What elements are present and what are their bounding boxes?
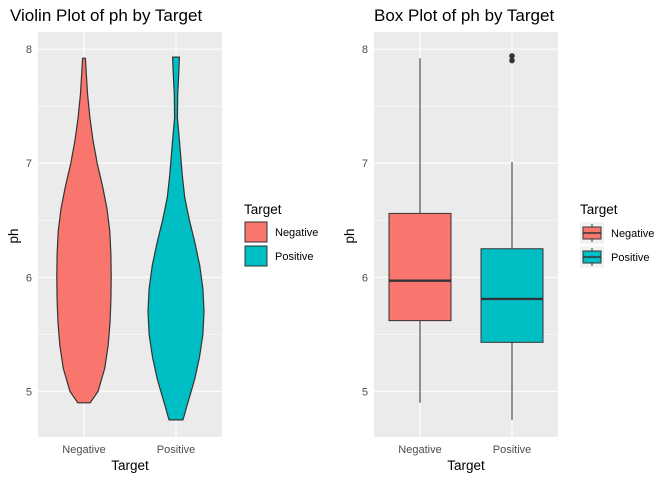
violin-positive	[147, 56, 205, 421]
box-y-axis-title: ph	[342, 228, 357, 243]
violin-chart-title: Violin Plot of ph by Target	[10, 6, 202, 25]
legend-label-positive: Positive	[611, 252, 650, 264]
box-x-axis-title: Target	[447, 458, 485, 473]
violin-x-axis-title: Target	[111, 458, 149, 473]
y-tick-label: 7	[362, 158, 368, 170]
y-tick-label: 7	[26, 158, 32, 170]
legend-label-negative: Negative	[611, 228, 654, 240]
box-legend-title: Target	[580, 202, 618, 217]
y-tick-label: 8	[26, 44, 32, 56]
x-tick-label: Negative	[398, 444, 441, 456]
violin-legend: Target Negative Positive	[244, 202, 318, 267]
y-tick-label: 5	[26, 386, 32, 398]
box-chart: Box Plot of ph by Target 5 6 7 8 Negativ…	[342, 6, 654, 473]
violin-chart: Violin Plot of ph by Target 5 6 7 8 Nega…	[6, 6, 318, 473]
x-tick-label: Positive	[493, 444, 532, 456]
box-chart-title: Box Plot of ph by Target	[374, 6, 554, 25]
box-legend: Target Negative Positive	[580, 202, 654, 268]
violin-negative	[56, 57, 112, 404]
y-tick-label: 6	[362, 272, 368, 284]
outlier-point	[509, 53, 515, 59]
x-tick-label: Negative	[62, 444, 105, 456]
outlier-point	[509, 57, 515, 64]
box-positive	[480, 248, 544, 343]
box-x-ticks: Negative Positive	[398, 444, 531, 456]
box-y-ticks: 5 6 7 8	[362, 44, 368, 398]
legend-label-positive: Positive	[275, 251, 314, 263]
box-negative	[388, 212, 452, 322]
x-tick-label: Positive	[157, 444, 196, 456]
legend-swatch-positive	[244, 245, 268, 267]
violin-y-ticks: 5 6 7 8	[26, 44, 32, 398]
violin-x-ticks: Negative Positive	[62, 444, 195, 456]
box-marks	[388, 53, 544, 420]
violin-marks	[56, 56, 205, 421]
y-tick-label: 5	[362, 386, 368, 398]
y-tick-label: 6	[26, 272, 32, 284]
violin-y-axis-title: ph	[6, 228, 21, 243]
y-tick-label: 8	[362, 44, 368, 56]
legend-label-negative: Negative	[275, 227, 318, 239]
legend-swatch-negative	[244, 221, 268, 243]
violin-legend-title: Target	[244, 202, 282, 217]
